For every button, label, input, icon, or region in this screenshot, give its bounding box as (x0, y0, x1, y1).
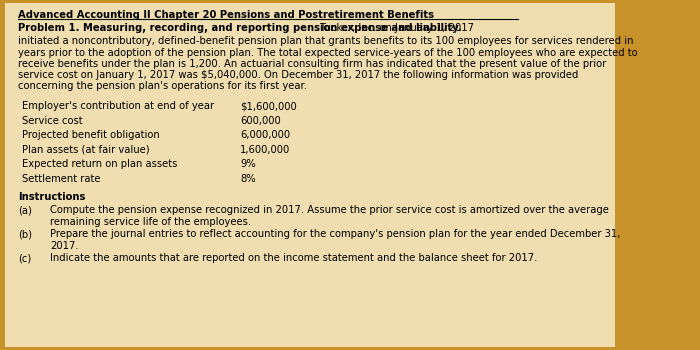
Text: Compute the pension expense recognized in 2017. Assume the prior service cost is: Compute the pension expense recognized i… (50, 205, 609, 215)
Text: Instructions: Instructions (18, 192, 85, 202)
Text: 9%: 9% (240, 159, 256, 169)
Text: years prior to the adoption of the pension plan. The total expected service-year: years prior to the adoption of the pensi… (18, 48, 638, 57)
Text: Employer's contribution at end of year: Employer's contribution at end of year (22, 101, 214, 111)
Text: $1,600,000: $1,600,000 (240, 101, 297, 111)
Text: 2017.: 2017. (50, 241, 78, 251)
Text: Problem 1. Measuring, recording, and reporting pension expense and liability.: Problem 1. Measuring, recording, and rep… (18, 23, 462, 34)
Text: (c): (c) (18, 253, 32, 264)
Text: 600,000: 600,000 (240, 116, 281, 126)
Text: 6,000,000: 6,000,000 (240, 130, 290, 140)
Text: Advanced Accounting II Chapter 20 Pensions and Postretirement Benefits: Advanced Accounting II Chapter 20 Pensio… (18, 10, 434, 20)
Text: receive benefits under the plan is 1,200. An actuarial consulting firm has indic: receive benefits under the plan is 1,200… (18, 59, 606, 69)
Text: (a): (a) (18, 205, 32, 215)
Text: service cost on January 1, 2017 was $5,040,000. On December 31, 2017 the followi: service cost on January 1, 2017 was $5,0… (18, 70, 578, 80)
Text: Expected return on plan assets: Expected return on plan assets (22, 159, 177, 169)
Text: initiated a noncontributory, defined-benefit pension plan that grants benefits t: initiated a noncontributory, defined-ben… (18, 36, 634, 46)
Text: Indicate the amounts that are reported on the income statement and the balance s: Indicate the amounts that are reported o… (50, 253, 538, 264)
Text: Prepare the journal entries to reflect accounting for the company's pension plan: Prepare the journal entries to reflect a… (50, 229, 620, 239)
Text: Settlement rate: Settlement rate (22, 174, 101, 184)
Text: Service cost: Service cost (22, 116, 83, 126)
Text: Projected benefit obligation: Projected benefit obligation (22, 130, 160, 140)
Text: Tucker, Inc. on January 1, 2017: Tucker, Inc. on January 1, 2017 (317, 23, 474, 34)
Text: 8%: 8% (240, 174, 256, 184)
Text: 1,600,000: 1,600,000 (240, 145, 290, 155)
Text: remaining service life of the employees.: remaining service life of the employees. (50, 217, 251, 226)
Text: concerning the pension plan's operations for its first year.: concerning the pension plan's operations… (18, 81, 307, 91)
Text: Plan assets (at fair value): Plan assets (at fair value) (22, 145, 150, 155)
Text: (b): (b) (18, 229, 32, 239)
Bar (5, 3, 615, 347)
